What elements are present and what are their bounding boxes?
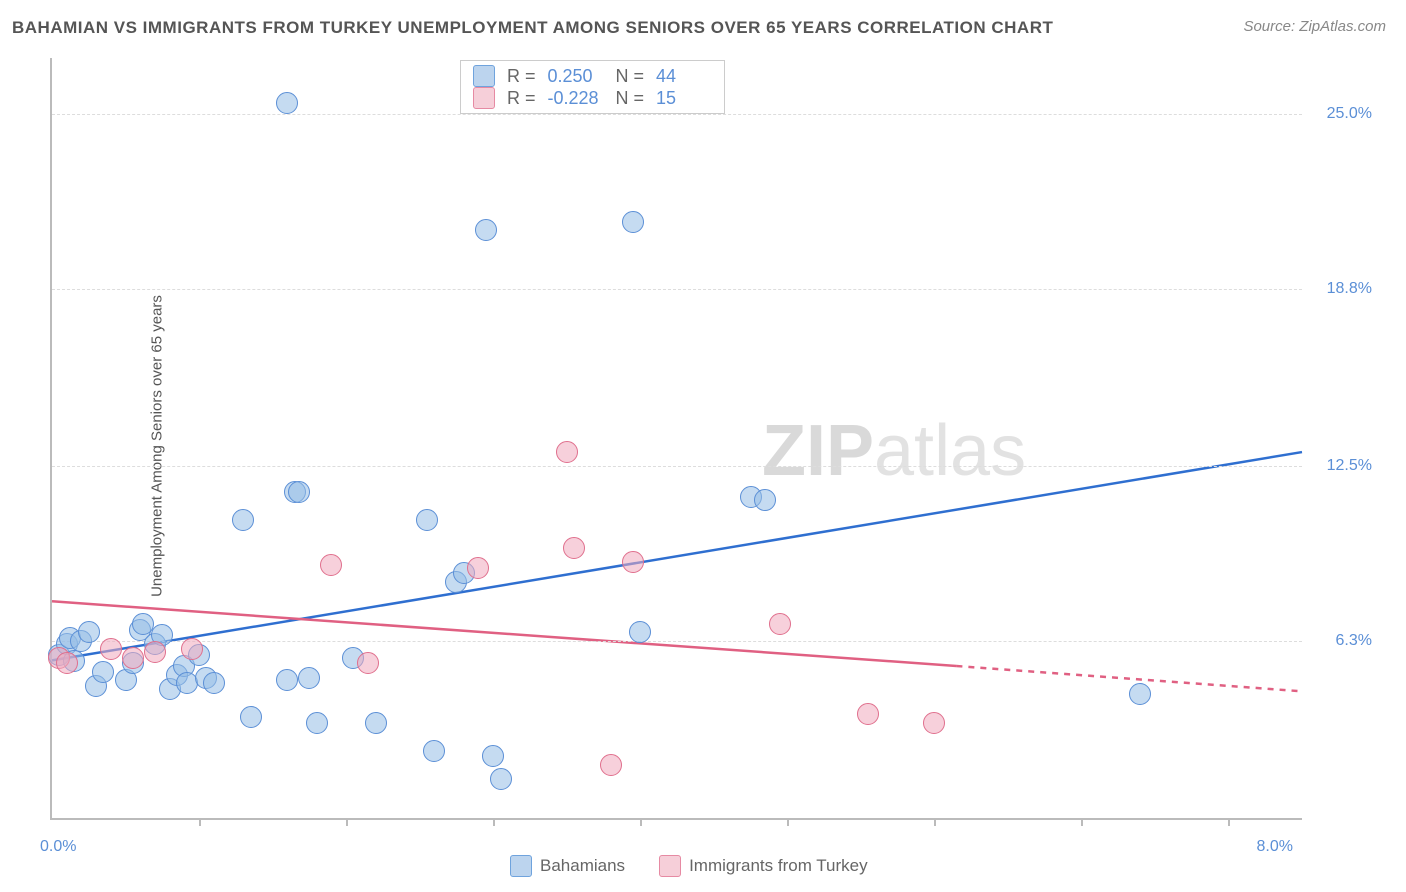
stat-n-label: N = [616,88,645,109]
y-tick-label: 12.5% [1312,457,1372,475]
correlation-stats-box: R = 0.250 N = 44 R = -0.228 N = 15 [460,60,725,114]
stat-r-label: R = [507,66,536,87]
scatter-point-b [563,537,585,559]
x-tick [1228,818,1230,826]
stats-row-b: R = -0.228 N = 15 [473,87,712,109]
legend-item-b: Immigrants from Turkey [659,855,868,877]
scatter-point-a [416,509,438,531]
source-attribution: Source: ZipAtlas.com [1243,18,1386,35]
bottom-legend: Bahamians Immigrants from Turkey [510,855,868,877]
x-tick [934,818,936,826]
stat-r-value-b: -0.228 [548,88,604,109]
scatter-point-a [298,667,320,689]
scatter-point-a [232,509,254,531]
scatter-point-b [56,652,78,674]
gridline-h [52,289,1302,290]
x-tick [346,818,348,826]
scatter-point-a [78,621,100,643]
scatter-point-a [365,712,387,734]
swatch-series-a [473,65,495,87]
scatter-point-a [490,768,512,790]
scatter-point-a [629,621,651,643]
scatter-point-b [923,712,945,734]
swatch-series-a [510,855,532,877]
legend-item-a: Bahamians [510,855,625,877]
scatter-point-a [754,489,776,511]
chart-container: BAHAMIAN VS IMMIGRANTS FROM TURKEY UNEMP… [0,0,1406,892]
stat-n-value-b: 15 [656,88,712,109]
swatch-series-b [473,87,495,109]
scatter-point-a [482,745,504,767]
chart-title: BAHAMIAN VS IMMIGRANTS FROM TURKEY UNEMP… [12,18,1053,38]
stat-n-label: N = [616,66,645,87]
scatter-point-b [857,703,879,725]
scatter-point-a [423,740,445,762]
stats-row-a: R = 0.250 N = 44 [473,65,712,87]
scatter-point-a [288,481,310,503]
trend-line [52,452,1302,660]
scatter-point-a [276,92,298,114]
gridline-h [52,641,1302,642]
gridline-h [52,114,1302,115]
scatter-point-a [203,672,225,694]
scatter-point-b [122,647,144,669]
scatter-point-b [467,557,489,579]
x-tick [493,818,495,826]
x-axis-origin-label: 0.0% [40,838,76,856]
scatter-point-b [144,641,166,663]
stat-r-value-a: 0.250 [548,66,604,87]
scatter-point-a [475,219,497,241]
legend-label-b: Immigrants from Turkey [689,856,868,876]
scatter-point-a [1129,683,1151,705]
scatter-point-a [276,669,298,691]
scatter-point-b [357,652,379,674]
scatter-point-a [622,211,644,233]
legend-label-a: Bahamians [540,856,625,876]
y-tick-label: 6.3% [1312,632,1372,650]
stat-r-label: R = [507,88,536,109]
scatter-point-b [600,754,622,776]
x-tick [1081,818,1083,826]
trend-line [956,666,1302,691]
y-tick-label: 25.0% [1312,105,1372,123]
x-tick [199,818,201,826]
gridline-h [52,466,1302,467]
scatter-point-a [92,661,114,683]
scatter-point-a [306,712,328,734]
scatter-point-b [100,638,122,660]
scatter-point-b [769,613,791,635]
y-tick-label: 18.8% [1312,280,1372,298]
x-tick [787,818,789,826]
plot-area: ZIPatlas 6.3%12.5%18.8%25.0% [50,58,1302,820]
trend-lines-svg [52,58,1302,818]
scatter-point-b [556,441,578,463]
x-axis-max-label: 8.0% [1256,838,1292,856]
stat-n-value-a: 44 [656,66,712,87]
scatter-point-a [240,706,262,728]
swatch-series-b [659,855,681,877]
scatter-point-b [181,638,203,660]
x-tick [640,818,642,826]
scatter-point-b [320,554,342,576]
scatter-point-b [622,551,644,573]
